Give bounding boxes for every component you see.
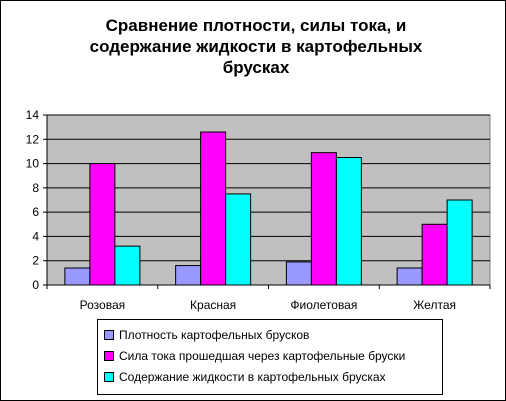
legend-entry-0: Плотность картофельных брусков	[104, 325, 309, 345]
y-tick-label: 2	[32, 254, 39, 268]
legend-entry-1: Сила тока прошедшая через картофельные б…	[104, 346, 405, 366]
y-tick-label: 10	[26, 157, 40, 171]
legend-label-0: Плотность картофельных брусков	[119, 328, 310, 342]
chart-title: Сравнение плотности, силы тока, и содерж…	[89, 16, 423, 77]
y-tick-label: 14	[26, 108, 40, 122]
bar-1-0	[89, 163, 116, 286]
bar-2-0	[114, 245, 141, 286]
legend-label-2: Содержание жидкости в картофельных бруск…	[119, 370, 386, 384]
legend-entry-2: Содержание жидкости в картофельных бруск…	[104, 367, 386, 387]
bar-0-0	[64, 267, 91, 286]
y-tick-label: 8	[32, 181, 39, 195]
bar-0-3	[396, 267, 423, 286]
chart-legend: Плотность картофельных брусков Сила тока…	[97, 319, 443, 395]
bar-1-2	[310, 152, 337, 286]
category-label: Фиолетовая	[290, 298, 357, 312]
bar-2-3	[446, 199, 473, 286]
bar-1-1	[200, 131, 227, 286]
bar-0-1	[175, 265, 202, 286]
category-label: Желтая	[413, 298, 456, 312]
bar-2-1	[225, 193, 252, 286]
bar-2-2	[335, 157, 362, 286]
y-tick-label: 12	[26, 132, 40, 146]
y-tick-label: 0	[32, 278, 39, 292]
y-tick-label: 6	[32, 205, 39, 219]
legend-swatch-0	[104, 329, 114, 340]
category-label: Красная	[190, 298, 236, 312]
bar-0-2	[285, 261, 312, 286]
y-tick-label: 4	[32, 229, 39, 243]
legend-swatch-2	[104, 371, 114, 382]
category-label: Розовая	[80, 298, 125, 312]
legend-swatch-1	[104, 350, 114, 361]
bar-1-3	[421, 223, 448, 286]
legend-label-1: Сила тока прошедшая через картофельные б…	[119, 349, 406, 363]
